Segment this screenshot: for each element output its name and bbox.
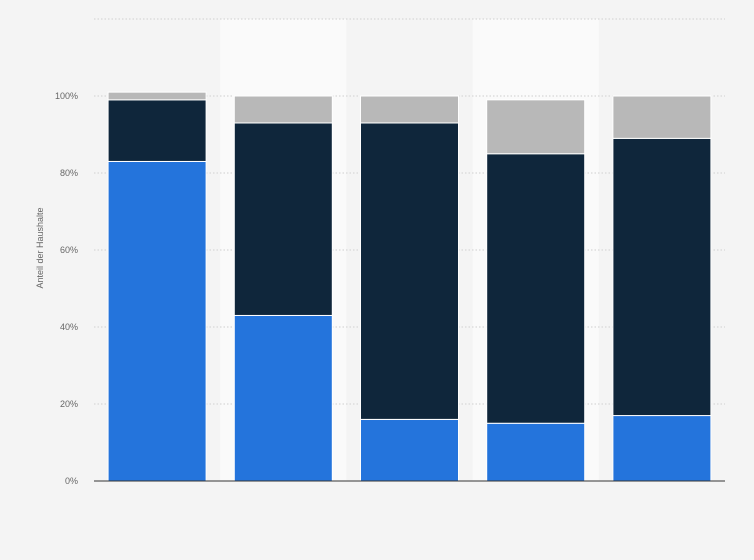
y-tick-label: 40% — [60, 322, 78, 332]
bar-3-series-1 — [486, 153, 586, 424]
bar-0-series-1 — [107, 99, 207, 162]
y-tick-label: 100% — [55, 91, 78, 101]
bar-3-series-2 — [486, 99, 586, 155]
y-tick-label: 60% — [60, 245, 78, 255]
y-tick-label: 20% — [60, 399, 78, 409]
bars — [107, 91, 712, 482]
bar-4-series-1 — [612, 137, 712, 417]
bar-0-series-0 — [107, 160, 207, 482]
bar-3-series-0 — [486, 422, 586, 482]
bar-2-series-0 — [360, 418, 459, 482]
bar-4-series-0 — [612, 415, 712, 482]
bar-1-series-2 — [233, 95, 333, 124]
y-tick-label: 0% — [65, 476, 78, 486]
bar-0-series-2 — [107, 91, 207, 101]
bar-4-series-2 — [612, 95, 712, 139]
y-axis-ticks: 0% 20% 40% 60% 80% 100% — [55, 91, 78, 486]
bar-2-series-2 — [360, 95, 459, 124]
bar-1-series-1 — [233, 122, 333, 316]
y-axis-label: Anteil der Haushalte — [35, 207, 45, 288]
bar-2-series-1 — [360, 122, 459, 420]
y-tick-label: 80% — [60, 168, 78, 178]
bar-1-series-0 — [233, 314, 333, 482]
